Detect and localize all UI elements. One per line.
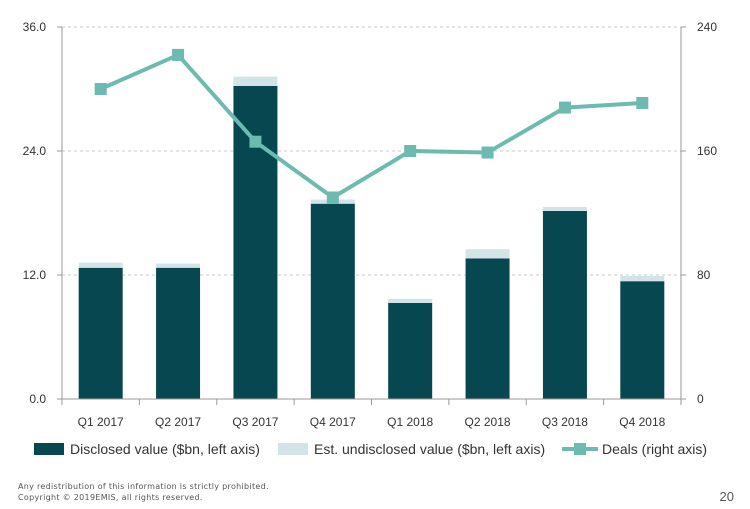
deals-marker (636, 96, 649, 109)
deals-marker (172, 48, 185, 61)
bar-disclosed (156, 267, 201, 399)
footer-line-2: Copyright © 2019EMIS, all rights reserve… (18, 493, 203, 502)
bar-disclosed (620, 281, 665, 399)
y-left-tick-label: 12.0 (23, 268, 47, 282)
y-left-tick-label: 24.0 (23, 144, 47, 158)
y-left-tick-label: 36.0 (23, 20, 47, 34)
bar-disclosed (465, 258, 510, 399)
x-category-label: Q2 2017 (155, 415, 201, 429)
x-category-label: Q2 2018 (465, 415, 511, 429)
bar-undisclosed (156, 263, 201, 268)
x-category-label: Q3 2018 (542, 415, 588, 429)
bar-disclosed (388, 302, 433, 399)
legend-label-deals: Deals (right axis) (602, 441, 708, 457)
deals-marker (558, 101, 571, 114)
page-number: 20 (719, 489, 734, 504)
legend-item-deals: Deals (right axis) (562, 441, 707, 457)
deals-line (99, 52, 643, 200)
y-right-tick-label: 80 (697, 268, 711, 282)
deals-marker (404, 145, 417, 157)
y-left-tick-label: 0.0 (29, 392, 46, 406)
combo-chart: 0.0 0 12.0 80 24.0 160 36.0 240 Q1 2017 Q2 2017 Q3… (23, 20, 718, 429)
y-right-tick-label: 0 (697, 392, 704, 406)
legend-swatch-disclosed (34, 443, 64, 455)
legend-item-disclosed: Disclosed value ($bn, left axis) (34, 441, 260, 457)
deals-marker (326, 191, 339, 204)
bar-undisclosed (388, 298, 433, 303)
bar-undisclosed (233, 76, 278, 86)
deals-marker (481, 146, 494, 159)
x-category-label: Q1 2017 (78, 415, 124, 429)
legend: Disclosed value ($bn, left axis) Est. un… (0, 441, 750, 465)
legend-label-disclosed: Disclosed value ($bn, left axis) (70, 441, 260, 457)
legend-label-undisclosed: Est. undisclosed value ($bn, left axis) (314, 441, 546, 457)
x-category-label: Q3 2017 (232, 415, 278, 429)
bar-disclosed (542, 210, 587, 399)
bar-disclosed (310, 203, 355, 399)
footer-disclaimer: Any redistribution of this information i… (18, 481, 269, 503)
legend-swatch-deals (562, 443, 598, 455)
legend-swatch-undisclosed (278, 443, 308, 455)
y-right-tick-label: 240 (697, 20, 717, 34)
bar-undisclosed (542, 206, 587, 211)
deals-marker (94, 83, 107, 95)
deals-marker (249, 135, 262, 148)
legend-item-undisclosed: Est. undisclosed value ($bn, left axis) (278, 441, 545, 457)
footer-line-1: Any redistribution of this information i… (18, 482, 269, 491)
bar-disclosed (78, 267, 123, 399)
bar-undisclosed (78, 262, 123, 268)
bar-undisclosed (465, 249, 510, 259)
x-category-label: Q4 2018 (619, 415, 665, 429)
bar-undisclosed (620, 276, 665, 282)
y-right-tick-label: 160 (697, 144, 717, 158)
x-category-label: Q4 2017 (310, 415, 356, 429)
bar-disclosed (233, 85, 278, 400)
x-category-label: Q1 2018 (387, 415, 433, 429)
